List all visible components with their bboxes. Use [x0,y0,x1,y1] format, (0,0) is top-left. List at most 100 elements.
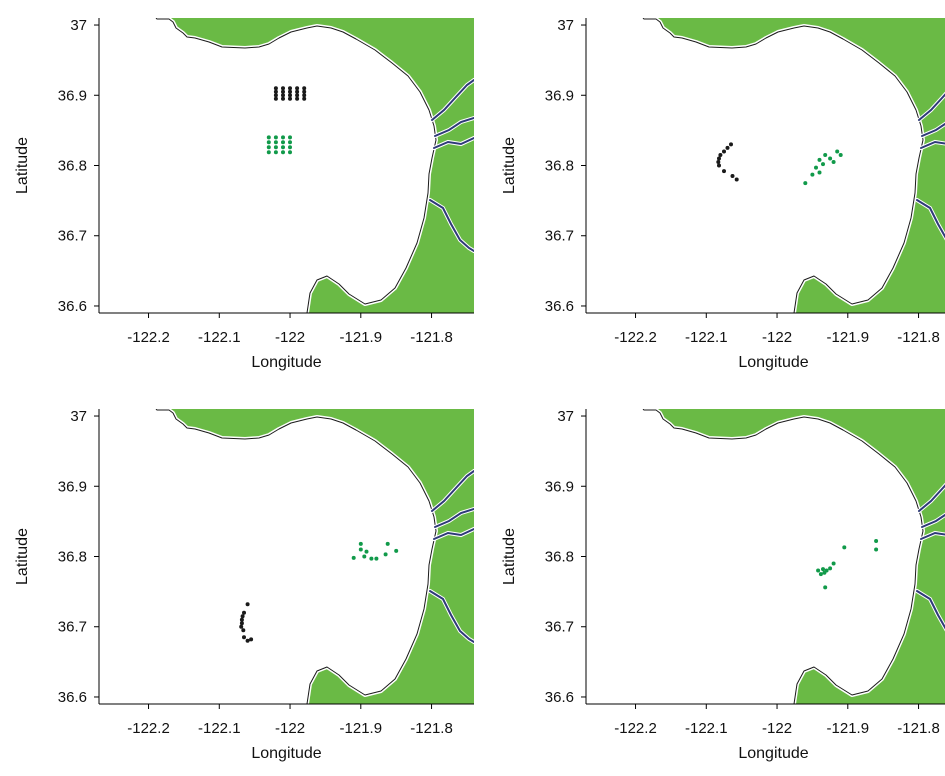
data-point-green [823,153,828,157]
scatter-panel-bottom-left: -122.2 -122.1 -122 -121.9 -121.8 36.6 36.7 36.8… [14,408,474,762]
data-point-green [835,149,840,154]
y-tick-label: 37 [557,408,574,425]
x-tick-label: -122 [275,329,305,346]
data-point-green [831,561,836,566]
x-tick-label: -122.2 [127,329,170,346]
river [433,137,474,149]
data-point-black [716,160,721,164]
y-tick-label: 36.7 [545,228,574,245]
x-tick-label: -121.9 [340,329,383,346]
data-point-black [273,96,278,101]
map-layer [99,409,474,704]
y-tick-label: 36.8 [545,158,574,175]
data-point-green [266,145,271,150]
scatter-panel-top-right: -122.2 -122.1 -122 -121.9 -121.8 36.6 36.7 36.8… [501,17,945,371]
x-axis-title: Longitude [251,354,321,371]
data-point-green [874,547,879,552]
data-point-green [831,160,836,164]
x-tick-label: -122.1 [198,329,241,346]
x-tick-label: -121.9 [340,720,383,737]
data-point-black [729,142,733,147]
data-point-black [302,96,307,101]
y-tick-label: 36.6 [545,689,574,706]
data-point-black [717,163,721,168]
land-area [643,18,945,313]
data-point-black [239,621,244,626]
map-layer [99,18,474,313]
x-tick-label: -122.2 [614,720,657,737]
x-tick-label: -122.1 [685,329,728,346]
data-point-green [822,570,827,575]
data-point-black [295,96,300,101]
data-point-green [821,162,825,167]
data-point-black [302,86,307,91]
data-point-black [273,93,278,98]
river [918,484,945,512]
y-tick-label: 36.9 [545,478,574,495]
y-tick-label: 36.9 [58,478,87,495]
data-point-green [281,135,285,140]
x-tick-label: -121.9 [827,329,870,346]
data-point-green [281,150,285,155]
river [920,531,945,540]
river [918,93,945,121]
data-point-black [281,96,285,101]
data-point-black [295,89,300,94]
data-point-green [281,140,285,145]
data-point-green [394,548,399,553]
x-tick-label: -121.9 [827,720,870,737]
x-tick-label: -122.1 [198,720,241,737]
y-tick-label: 36.7 [58,619,87,636]
x-tick-label: -122 [762,329,792,346]
river [921,122,945,137]
river [429,199,474,252]
data-point-black [725,145,730,150]
land-area [643,409,945,704]
coastline [155,18,437,313]
map-layer [586,409,945,704]
x-tick-label: -122.2 [614,329,657,346]
data-point-black [273,89,278,94]
data-point-green [874,539,879,543]
data-point-black [240,614,245,619]
river [433,528,474,540]
y-tick-label: 36.6 [58,689,87,706]
y-tick-label: 36.8 [545,549,574,566]
land-area [156,409,474,704]
x-tick-label: -122.1 [685,720,728,737]
data-point-green [821,567,825,572]
data-point-green [803,181,808,186]
x-tick-label: -121.8 [897,329,940,346]
data-point-green [374,556,379,561]
data-point-black [734,177,739,182]
data-point-black [288,89,292,94]
scatter-panel-top-left: -122.2 -122.1 -122 -121.9 -121.8 36.6 36.7 36.8… [14,17,474,371]
river [916,590,945,630]
land-area [156,18,474,313]
y-tick-label: 36.6 [545,298,574,315]
data-point-green [273,135,278,140]
data-point-green [273,140,278,145]
data-point-green [814,165,818,170]
data-point-black [241,628,246,633]
data-point-black [295,93,300,98]
x-tick-label: -122 [275,720,305,737]
data-point-green [818,572,823,577]
y-axis-title: Latitude [501,528,518,585]
coastline [155,409,437,704]
y-axis-title: Latitude [14,137,31,194]
data-point-black [242,635,246,640]
data-point-black [718,153,723,157]
data-point-green [828,156,833,161]
river [431,470,474,512]
data-point-green [351,555,356,560]
data-point-green [810,172,815,177]
data-point-black [249,637,254,642]
data-point-green [266,150,271,155]
data-point-green [817,157,822,162]
river [916,199,945,239]
y-tick-label: 36.9 [58,87,87,104]
data-point-black [288,86,292,91]
y-axis-title: Latitude [14,528,31,585]
